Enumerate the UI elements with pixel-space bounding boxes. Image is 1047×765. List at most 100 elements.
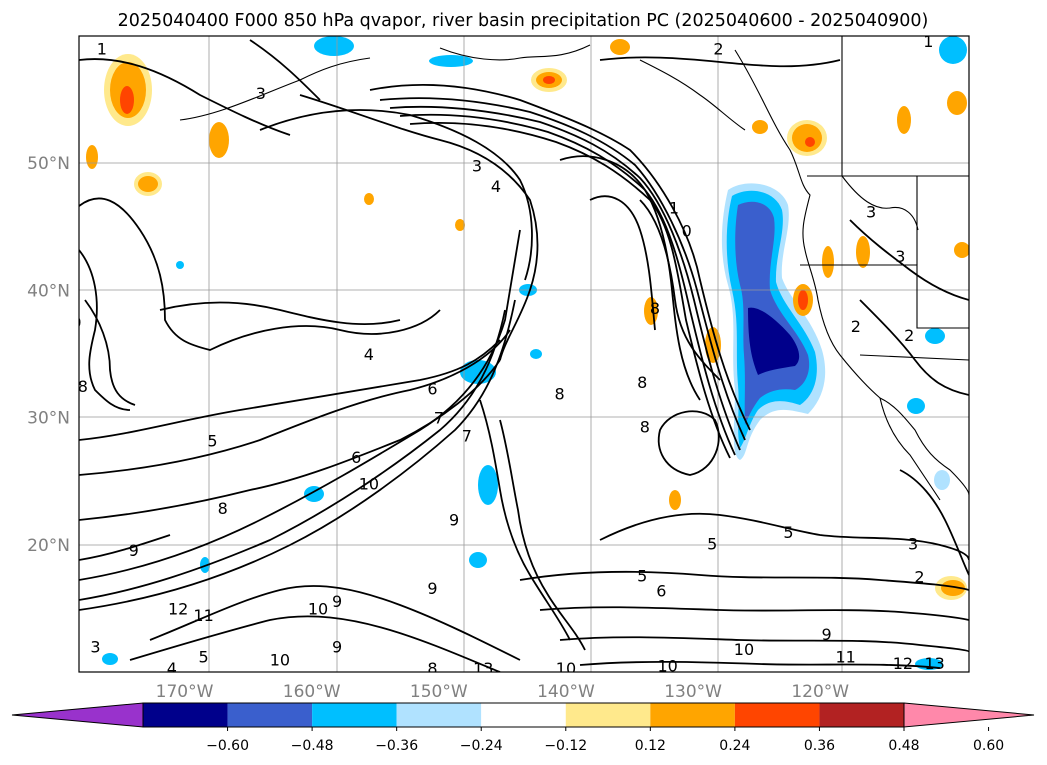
contour-label: 8 <box>650 299 660 318</box>
contour-line <box>639 199 721 381</box>
colorbar-bin <box>650 703 735 727</box>
contour-label: 11 <box>835 648 855 667</box>
lon-tick-label: 130°W <box>664 682 722 702</box>
colorbar-bin <box>143 703 228 727</box>
contour-label: 9 <box>129 541 139 560</box>
contour-line <box>249 39 321 101</box>
longitude-tick-labels: 170°W 160°W 150°W 140°W 130°W 120°W <box>156 682 850 702</box>
contour-line <box>599 512 969 561</box>
contour-line <box>559 636 969 653</box>
contour-line <box>559 155 701 401</box>
colorbar-bin <box>481 703 566 727</box>
contour-label: 3 <box>866 203 876 222</box>
lon-tick-label: 150°W <box>410 682 468 702</box>
contour-line <box>599 56 841 68</box>
colorbar-frame <box>142 702 905 728</box>
colorbar-bin <box>312 703 397 727</box>
colorbar-tick-label: 0.60 <box>973 738 1004 754</box>
colorbar-tick-label: 0.12 <box>635 738 666 754</box>
contour-line <box>589 195 656 331</box>
colorbar-tick-label: −0.48 <box>291 738 334 754</box>
contour-label: 10 <box>308 599 328 618</box>
contour-label: 8 <box>640 418 650 437</box>
colorbar-tick-label: 0.24 <box>719 738 750 754</box>
contour-line <box>79 339 501 441</box>
contour-label: 3 <box>256 84 266 103</box>
contour-label: 6 <box>656 582 666 601</box>
colorbar-tick-label: −0.24 <box>460 738 503 754</box>
contour-line <box>79 534 171 561</box>
contour-label: 4 <box>167 659 177 678</box>
contour-line <box>389 105 741 451</box>
lat-tick-label: 40°N <box>27 281 70 301</box>
contour-label: 2 <box>851 317 861 336</box>
contour-line <box>859 299 969 396</box>
contour-label: 4 <box>491 177 501 196</box>
contour-line <box>657 410 720 476</box>
contour-label: 10 <box>556 659 576 678</box>
colorbar: −0.60 −0.48 −0.36 −0.24 −0.12 0.12 0.24 0.36 0.4… <box>11 702 1035 754</box>
contour-label: 3 <box>908 535 918 554</box>
contour-label: 9 <box>427 579 437 598</box>
colorbar-tick-label: −0.60 <box>206 738 249 754</box>
contour-label: 5 <box>637 566 647 585</box>
contour-label: 2 <box>713 40 723 59</box>
contour-line <box>379 97 746 441</box>
contour-label: 12 <box>168 599 188 618</box>
lon-tick-label: 160°W <box>283 682 341 702</box>
contour-label: 8 <box>78 377 88 396</box>
contour-line <box>79 329 511 476</box>
lon-tick-label: 170°W <box>156 682 214 702</box>
contour-label: 12 <box>893 654 913 673</box>
contour-label: 3 <box>895 247 905 266</box>
contour-label: 1 <box>97 40 107 59</box>
contour-label: 9 <box>822 625 832 644</box>
contour-label: 8 <box>218 499 228 518</box>
contour-label: 10 <box>270 650 290 669</box>
contour-label: 3 <box>90 638 100 657</box>
colorbar-bin <box>227 703 313 727</box>
colorbar-bin <box>565 703 651 727</box>
lon-tick-label: 140°W <box>537 682 595 702</box>
lon-tick-label: 120°W <box>791 682 849 702</box>
contour-label: 2 <box>914 568 924 587</box>
lat-tick-label: 30°N <box>27 409 70 429</box>
contour-label: 8 <box>427 659 437 678</box>
contour-line <box>499 419 586 651</box>
contour-label: 2 <box>904 326 914 345</box>
contour-line <box>259 109 533 281</box>
lat-tick-label: 50°N <box>27 154 70 174</box>
contour-label: 7 <box>434 409 444 428</box>
colorbar-extend-max <box>903 702 1035 728</box>
colorbar-tick-label: −0.12 <box>544 738 587 754</box>
contour-label: 9 <box>332 592 342 611</box>
coastlines <box>179 36 969 501</box>
chart-title: 2025040400 F000 850 hPa qvapor, river ba… <box>118 11 929 31</box>
precip-region-navy <box>748 307 800 375</box>
contour-label: 1 <box>669 199 679 218</box>
contour-line <box>79 299 516 611</box>
colorbar-tick-label: 0.48 <box>888 738 919 754</box>
precip-region-blue <box>735 201 810 425</box>
contour-line <box>79 58 291 136</box>
qvapor-contours <box>79 39 969 672</box>
contour-label: 3 <box>472 157 482 176</box>
contour-label: 5 <box>207 431 217 450</box>
contour-line <box>79 249 131 411</box>
colorbar-tick-label: −0.36 <box>375 738 418 754</box>
contour-line <box>79 359 501 521</box>
contour-line <box>79 309 506 601</box>
contour-label: 13 <box>924 654 944 673</box>
contour-label: 9 <box>449 510 459 529</box>
colorbar-extend-min <box>11 702 144 728</box>
contour-line <box>299 94 539 361</box>
map-frame <box>78 35 970 673</box>
contour-line <box>129 615 501 672</box>
contour-label: 6 <box>427 379 437 398</box>
lat-tick-label: 20°N <box>27 536 70 556</box>
contour-line <box>849 219 969 301</box>
contour-line <box>519 570 969 591</box>
colorbar-bin <box>734 703 820 727</box>
